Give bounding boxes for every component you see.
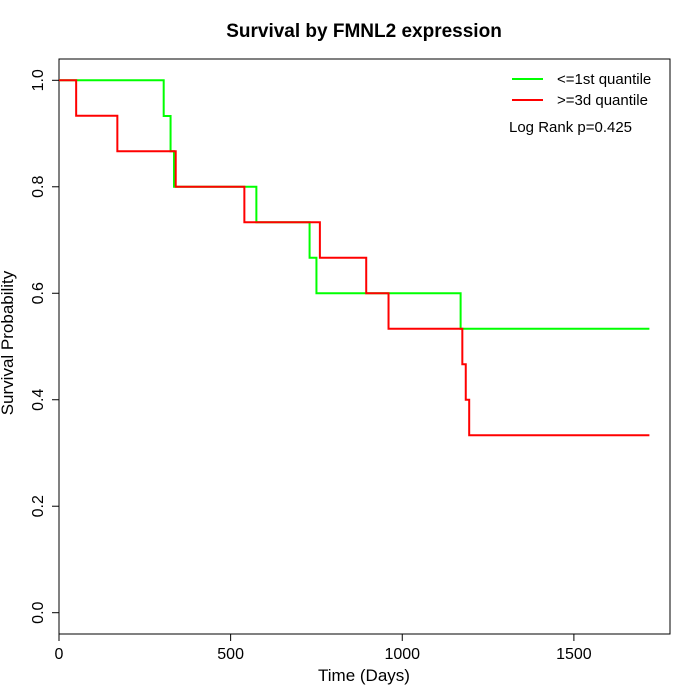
series-line-2 [59,79,650,437]
y-tick-label: 1.0 [30,69,47,91]
y-tick-label: 0.4 [30,389,47,411]
series-line-1 [59,79,650,330]
y-tick-label: 0.2 [30,495,47,517]
y-tick-label: 0.8 [30,176,47,198]
legend-label-2: >=3d quantile [557,92,648,109]
series-layer [59,79,650,437]
x-axis-label: Time (Days) [318,666,410,685]
y-tick-label: 0.0 [30,601,47,623]
x-axis: 0 500 1000 1500 [55,633,592,663]
x-tick-label: 0 [55,646,64,663]
y-tick-label: 0.6 [30,282,47,304]
y-axis: 0.0 0.2 0.4 0.6 0.8 1.0 [30,69,60,624]
y-axis-label: Survival Probability [0,270,17,415]
x-tick-label: 500 [217,646,244,663]
chart-title: Survival by FMNL2 expression [226,21,502,42]
log-rank-annotation: Log Rank p=0.425 [509,119,632,136]
plot-frame [58,58,671,635]
x-tick-label: 1500 [556,646,592,663]
legend-label-1: <=1st quantile [557,71,651,88]
x-tick-label: 1000 [384,646,420,663]
legend: <=1st quantile >=3d quantile [512,71,651,109]
